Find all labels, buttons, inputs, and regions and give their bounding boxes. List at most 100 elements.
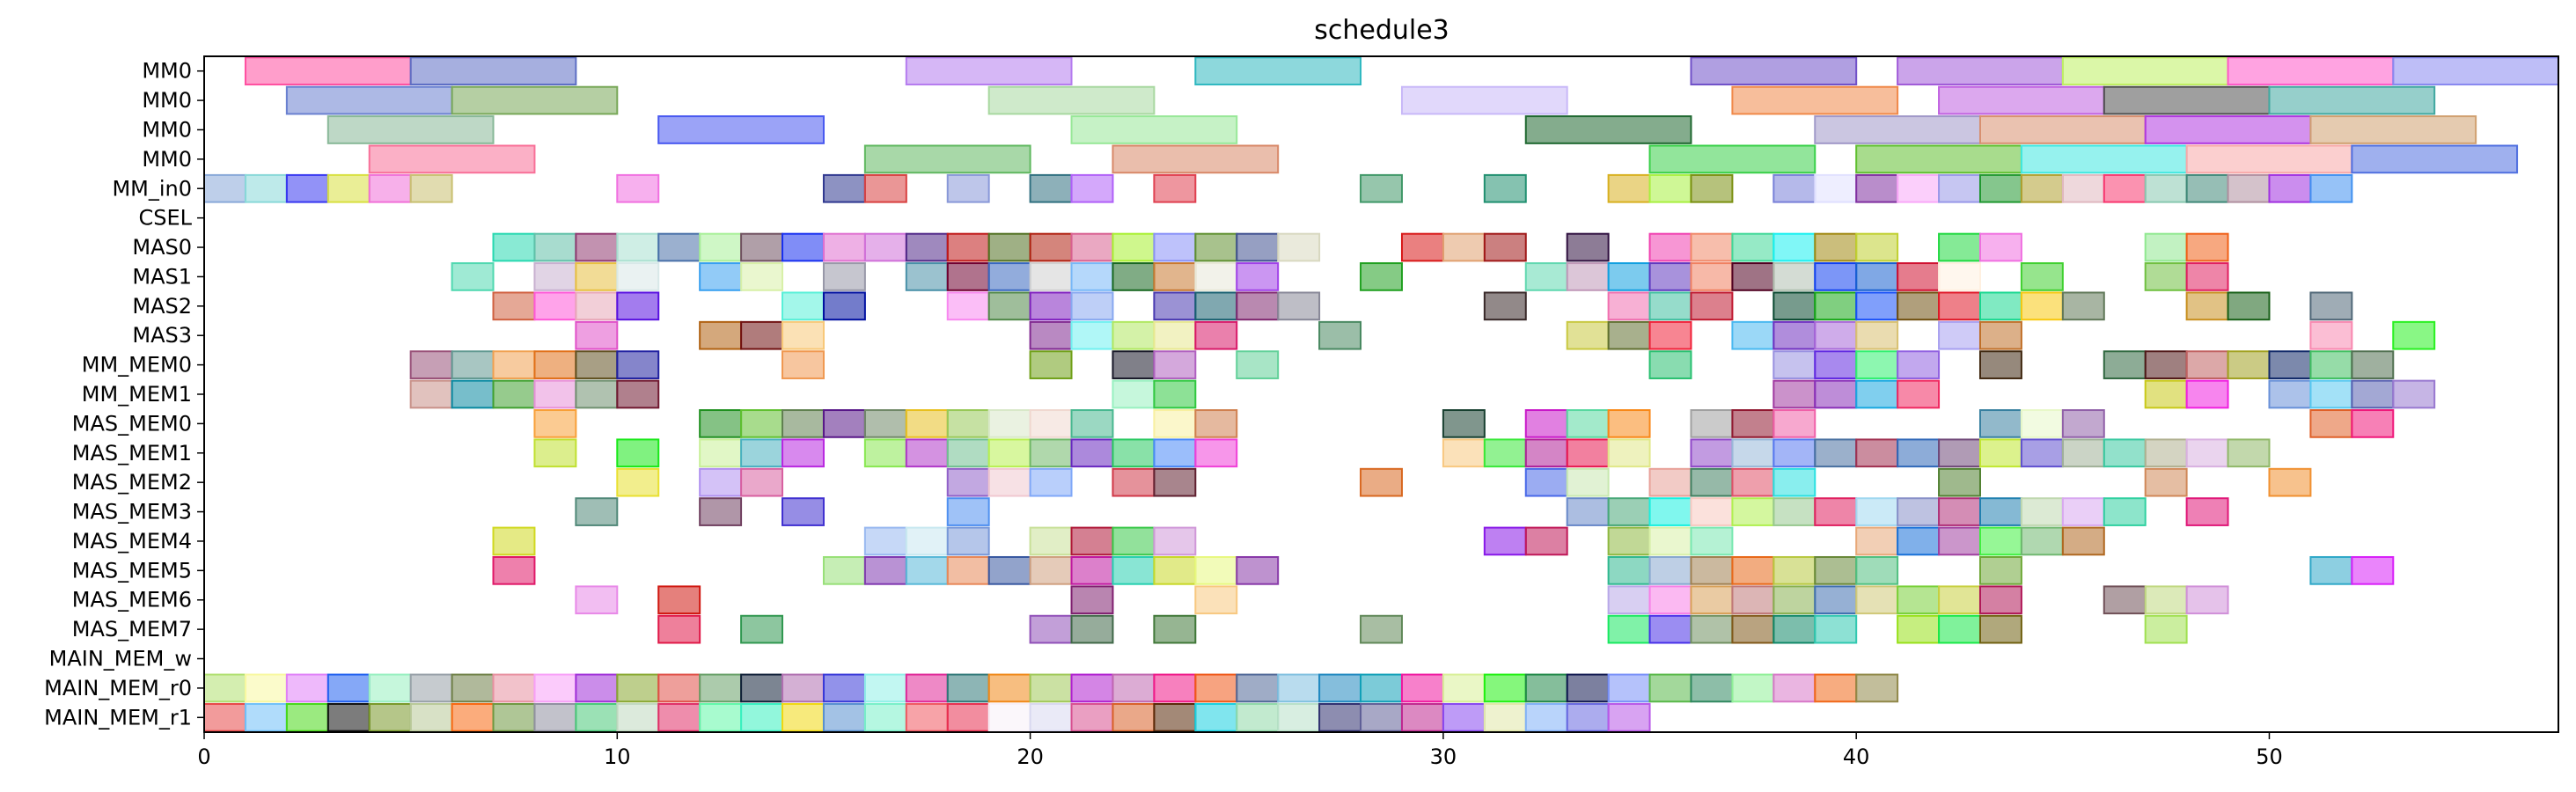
task-bar [533,702,577,732]
task-bar [409,350,453,379]
task-bar [2268,173,2312,203]
task-bar [451,702,495,732]
task-bar [1731,585,1775,615]
task-bar [492,555,536,585]
task-bar [533,350,577,379]
task-bar [1855,173,1899,203]
task-bar [863,173,907,203]
task-bar [409,173,453,203]
task-bar [987,409,1031,438]
task-bar [1731,555,1775,585]
task-bar [1855,379,1899,409]
task-bar [1855,526,1899,556]
task-bar [2103,173,2147,203]
task-bar [533,438,577,468]
task-bar [822,291,866,321]
task-bar [1938,85,2105,115]
task-bar [863,555,907,585]
task-bar [1112,467,1156,497]
task-bar [2392,56,2560,86]
task-bar [1938,467,1981,497]
task-bar [2392,379,2436,409]
task-bar [1772,173,1816,203]
task-bar [1070,262,1114,291]
task-bar [2020,262,2064,291]
task-bar [2227,291,2271,321]
task-bar [2351,379,2395,409]
task-bar [1566,467,1610,497]
task-bar [1112,232,1156,262]
task-bar [1814,438,1858,468]
task-bar [1153,555,1197,585]
task-bar [2144,614,2188,644]
task-bar [616,673,660,703]
task-bar [1236,291,1280,321]
task-bar [1442,438,1486,468]
task-bar [1731,262,1775,291]
task-bar [1029,526,1073,556]
task-bar [1524,467,1568,497]
task-bar [2020,291,2064,321]
task-bar [1112,320,1156,350]
task-bar [699,702,743,732]
task-bar [1029,673,1073,703]
task-bar [2103,350,2147,379]
task-bar [1400,702,1444,732]
task-bar [285,673,329,703]
task-bar [740,409,784,438]
task-bar [2227,173,2271,203]
task-bar [1772,585,1816,615]
task-bar [1690,291,1734,321]
task-bar [1070,409,1114,438]
task-bar [1070,526,1114,556]
task-bar [1814,320,1858,350]
task-bar [1978,526,2022,556]
task-bar [2061,291,2105,321]
task-bar [2351,555,2395,585]
y-tick-label: MAS0 [132,235,192,260]
task-bar [1648,320,1692,350]
task-bar [492,350,536,379]
task-bar [699,262,743,291]
task-bar [1153,673,1197,703]
task-bar [782,291,825,321]
task-bar [987,85,1156,115]
task-bar [1648,232,1692,262]
task-bar [863,702,907,732]
task-bar [699,467,743,497]
task-bar [409,702,453,732]
task-bar [616,262,660,291]
task-bar [2185,379,2229,409]
task-bar [575,702,619,732]
task-bar [1690,409,1734,438]
task-bar [492,526,536,556]
task-bar [1648,526,1692,556]
task-bar [1029,438,1073,468]
task-bar [1938,585,1981,615]
task-bar [616,291,660,321]
task-bar [1690,467,1734,497]
task-bar [616,467,660,497]
task-bar [2103,85,2271,115]
y-axis: MM0 MM0 MM0 MM0 MM_in0 CSEL MAS0 MAS1 MAS2 MAS3 MM… [44,59,204,730]
task-bar [1855,320,1899,350]
task-bar [1112,379,1156,409]
task-bar [1855,497,1899,526]
task-bar [1236,262,1280,291]
task-bar [1277,291,1321,321]
task-bar [1814,232,1858,262]
task-bar [2185,497,2229,526]
task-bar [1690,555,1734,585]
task-bar [1855,438,1899,468]
task-bar [822,232,866,262]
task-bar [451,350,495,379]
task-bar [822,673,866,703]
task-bar [946,467,990,497]
task-bar [2144,379,2188,409]
task-bar [1690,56,1858,86]
y-tick-label: MAS1 [132,264,192,289]
task-bar [409,56,577,86]
task-bar [2020,438,2064,468]
task-bar [368,673,412,703]
